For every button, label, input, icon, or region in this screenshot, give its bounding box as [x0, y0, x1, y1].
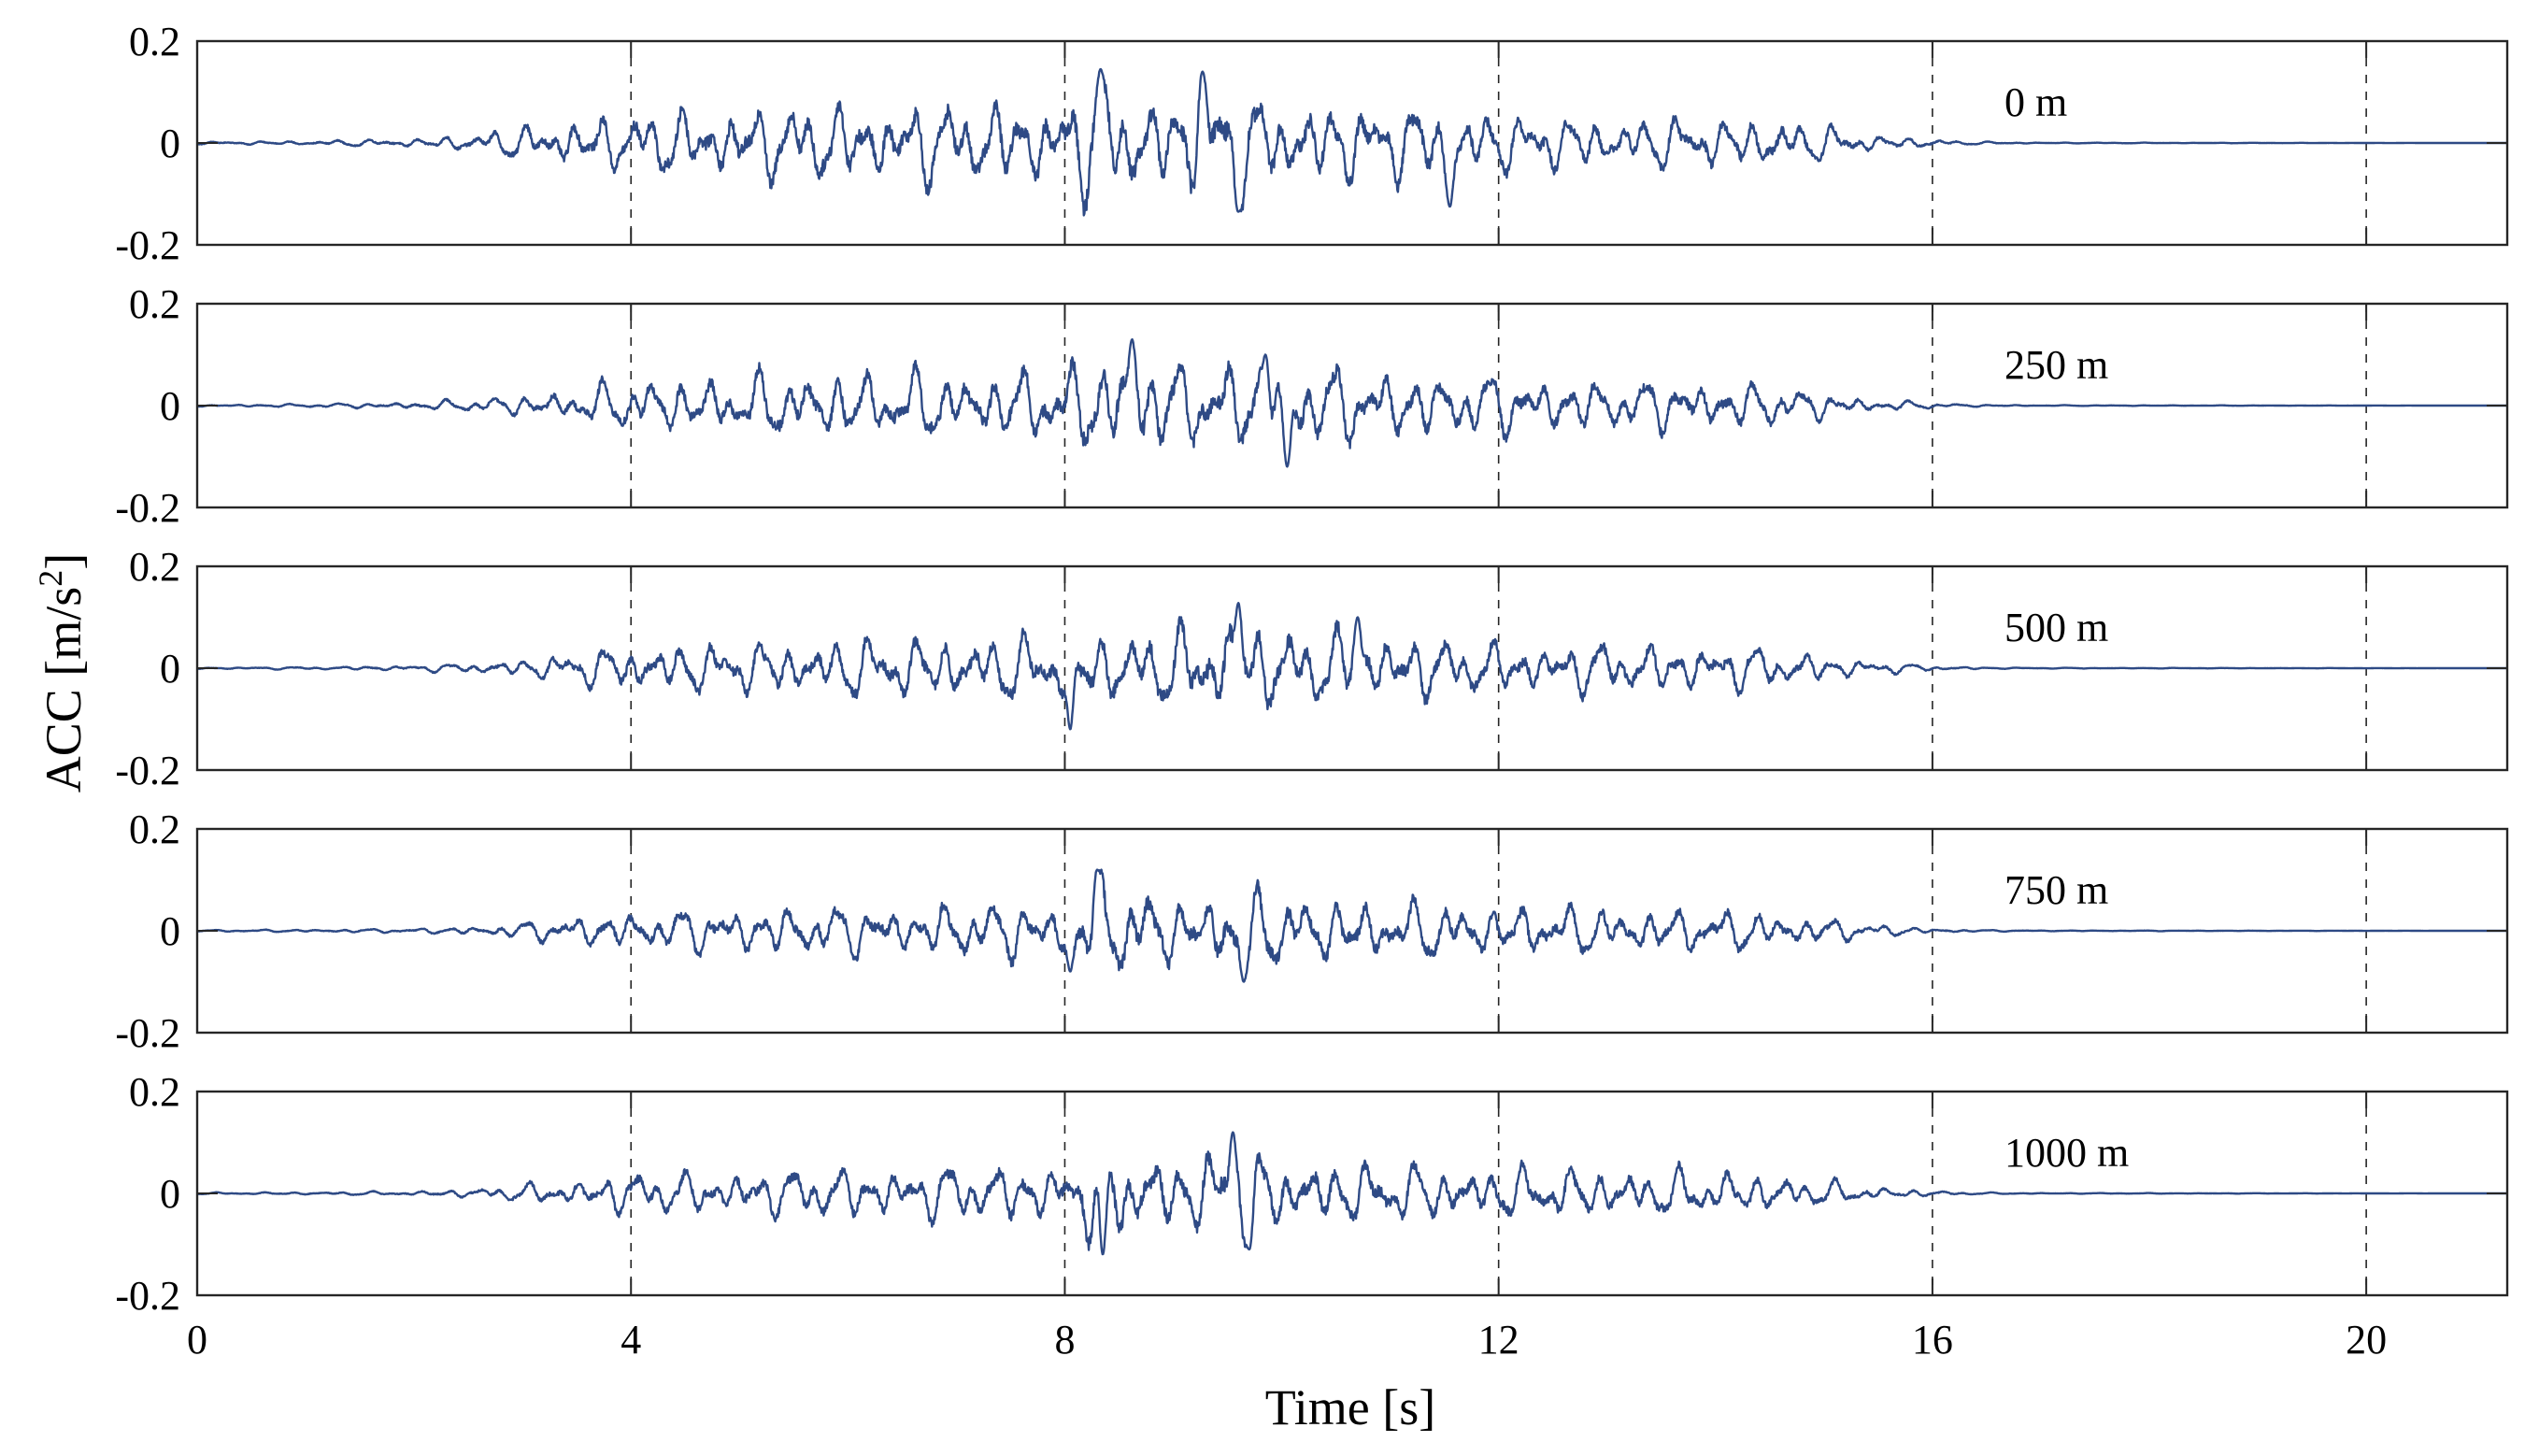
station-label: 750 m: [2004, 867, 2108, 913]
y-tick-label: -0.2: [115, 1273, 180, 1319]
x-tick-label: 8: [1054, 1317, 1075, 1363]
y-tick-label: 0: [160, 383, 180, 429]
y-axis-title: ACC [m/s2]: [32, 553, 92, 793]
x-tick-label: 0: [187, 1317, 207, 1363]
y-tick-label: -0.2: [115, 222, 180, 268]
acc-panel-3: -0.2 0 0.2 750 m: [115, 807, 2509, 1056]
acc-panel-1: -0.2 0 0.2 250 m: [115, 281, 2509, 531]
x-tick-label: 4: [621, 1317, 641, 1363]
station-label: 250 m: [2004, 342, 2108, 388]
y-tick-label: 0.2: [129, 19, 180, 64]
station-label: 500 m: [2004, 605, 2108, 650]
acc-panel-0: -0.2 0 0.2 0 m: [115, 19, 2509, 268]
y-tick-label: -0.2: [115, 748, 180, 793]
y-tick-label: 0.2: [129, 1069, 180, 1115]
y-axis-title-close: ]: [36, 553, 92, 570]
acc-panel-2: -0.2 0 0.2 500 m: [115, 544, 2509, 793]
x-tick-label: 16: [1912, 1317, 1953, 1363]
y-tick-label: 0: [160, 121, 180, 166]
y-tick-label: 0: [160, 908, 180, 954]
station-label: 0 m: [2004, 79, 2067, 125]
y-tick-label: 0.2: [129, 807, 180, 852]
y-tick-label: 0.2: [129, 544, 180, 590]
acc-series-line: [196, 338, 2508, 468]
acc-series-line: [196, 602, 2508, 731]
x-tick-label: 20: [2346, 1317, 2387, 1363]
y-axis-title-main: ACC [m/s: [36, 587, 92, 793]
station-label: 1000 m: [2004, 1130, 2129, 1176]
acc-series-line: [196, 868, 2508, 983]
y-tick-label: -0.2: [115, 485, 180, 531]
y-tick-label: 0: [160, 1171, 180, 1217]
y-tick-label: 0: [160, 646, 180, 692]
x-tick-label: 12: [1478, 1317, 1519, 1363]
acc-series-line: [196, 67, 2508, 217]
x-axis-title: Time [s]: [1265, 1379, 1436, 1435]
acc-series-line: [196, 1131, 2508, 1256]
y-tick-label: -0.2: [115, 1010, 180, 1056]
y-axis-title-exponent: 2: [32, 570, 69, 587]
y-tick-label: 0.2: [129, 281, 180, 327]
